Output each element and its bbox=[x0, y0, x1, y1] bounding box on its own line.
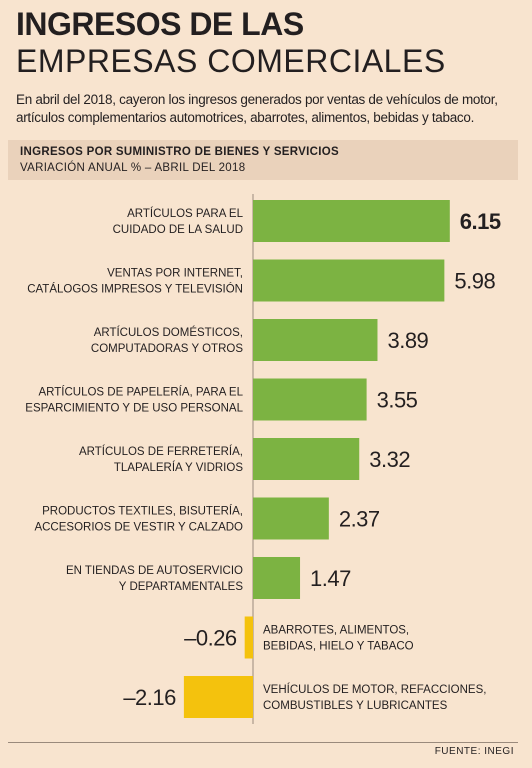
bar-4 bbox=[253, 438, 360, 480]
title-line-2: EMPRESAS COMERCIALES bbox=[16, 43, 446, 79]
value-label-4: 3.32 bbox=[369, 447, 410, 472]
bar-5 bbox=[253, 497, 329, 540]
value-label-6: 1.47 bbox=[310, 566, 351, 591]
category-label-7: ABARROTES, ALIMENTOS, BEBIDAS, HIELO Y TA… bbox=[263, 625, 414, 653]
source-credit: FUENTE: INEGI bbox=[434, 746, 514, 757]
category-label-4: ARTÍCULOS DE FERRETERÍA, TLAPALERÍA Y VID… bbox=[79, 445, 243, 474]
category-label-8: VEHÍCULOS DE MOTOR, REFACCIONES, COMBUSTI… bbox=[263, 683, 486, 712]
footer-divider bbox=[8, 742, 518, 743]
bar-6 bbox=[253, 557, 301, 599]
intro-text: En abril del 2018, cayeron los ingresos … bbox=[16, 92, 498, 125]
category-label-5: PRODUCTOS TEXTILES, BISUTERÍA, ACCESORIOS… bbox=[34, 505, 243, 534]
value-label-0: 6.15 bbox=[460, 209, 501, 234]
bar-1 bbox=[253, 259, 445, 302]
value-label-2: 3.89 bbox=[387, 328, 428, 353]
value-label-1: 5.98 bbox=[454, 269, 495, 294]
category-label-3: ARTÍCULOS DE PAPELERÍA, PARA EL ESPARCIMI… bbox=[25, 386, 243, 415]
category-label-0: ARTÍCULOS PARA EL CUIDADO DE LA SALUD bbox=[113, 207, 244, 236]
value-label-8: –2.16 bbox=[123, 685, 176, 710]
bar-chart: ARTÍCULOS PARA EL CUIDADO DE LA SALUD 6.15… bbox=[25, 194, 501, 724]
title-line-1: INGRESOS DE LAS bbox=[16, 6, 304, 42]
value-label-3: 3.55 bbox=[377, 388, 418, 413]
value-label-5: 2.37 bbox=[339, 507, 380, 532]
bar-3 bbox=[253, 378, 367, 421]
bar-2 bbox=[253, 319, 378, 361]
value-label-7: –0.26 bbox=[184, 626, 237, 651]
category-label-1: VENTAS POR INTERNET, CATÁLOGOS IMPRESOS Y… bbox=[27, 268, 243, 296]
bar-0 bbox=[253, 200, 450, 242]
chart-title: INGRESOS POR SUMINISTRO DE BIENES Y SERV… bbox=[20, 146, 339, 158]
bar-8 bbox=[183, 676, 253, 718]
category-label-6: EN TIENDAS DE AUTOSERVICIO Y DEPARTAMENTA… bbox=[66, 565, 243, 593]
chart-header: INGRESOS POR SUMINISTRO DE BIENES Y SERV… bbox=[8, 140, 518, 180]
category-label-2: ARTÍCULOS DOMÉSTICOS, COMPUTADORAS Y OTRO… bbox=[91, 326, 243, 355]
chart-subtitle: VARIACIÓN ANUAL % – ABRIL DEL 2018 bbox=[20, 162, 246, 174]
bar-7 bbox=[244, 616, 253, 659]
